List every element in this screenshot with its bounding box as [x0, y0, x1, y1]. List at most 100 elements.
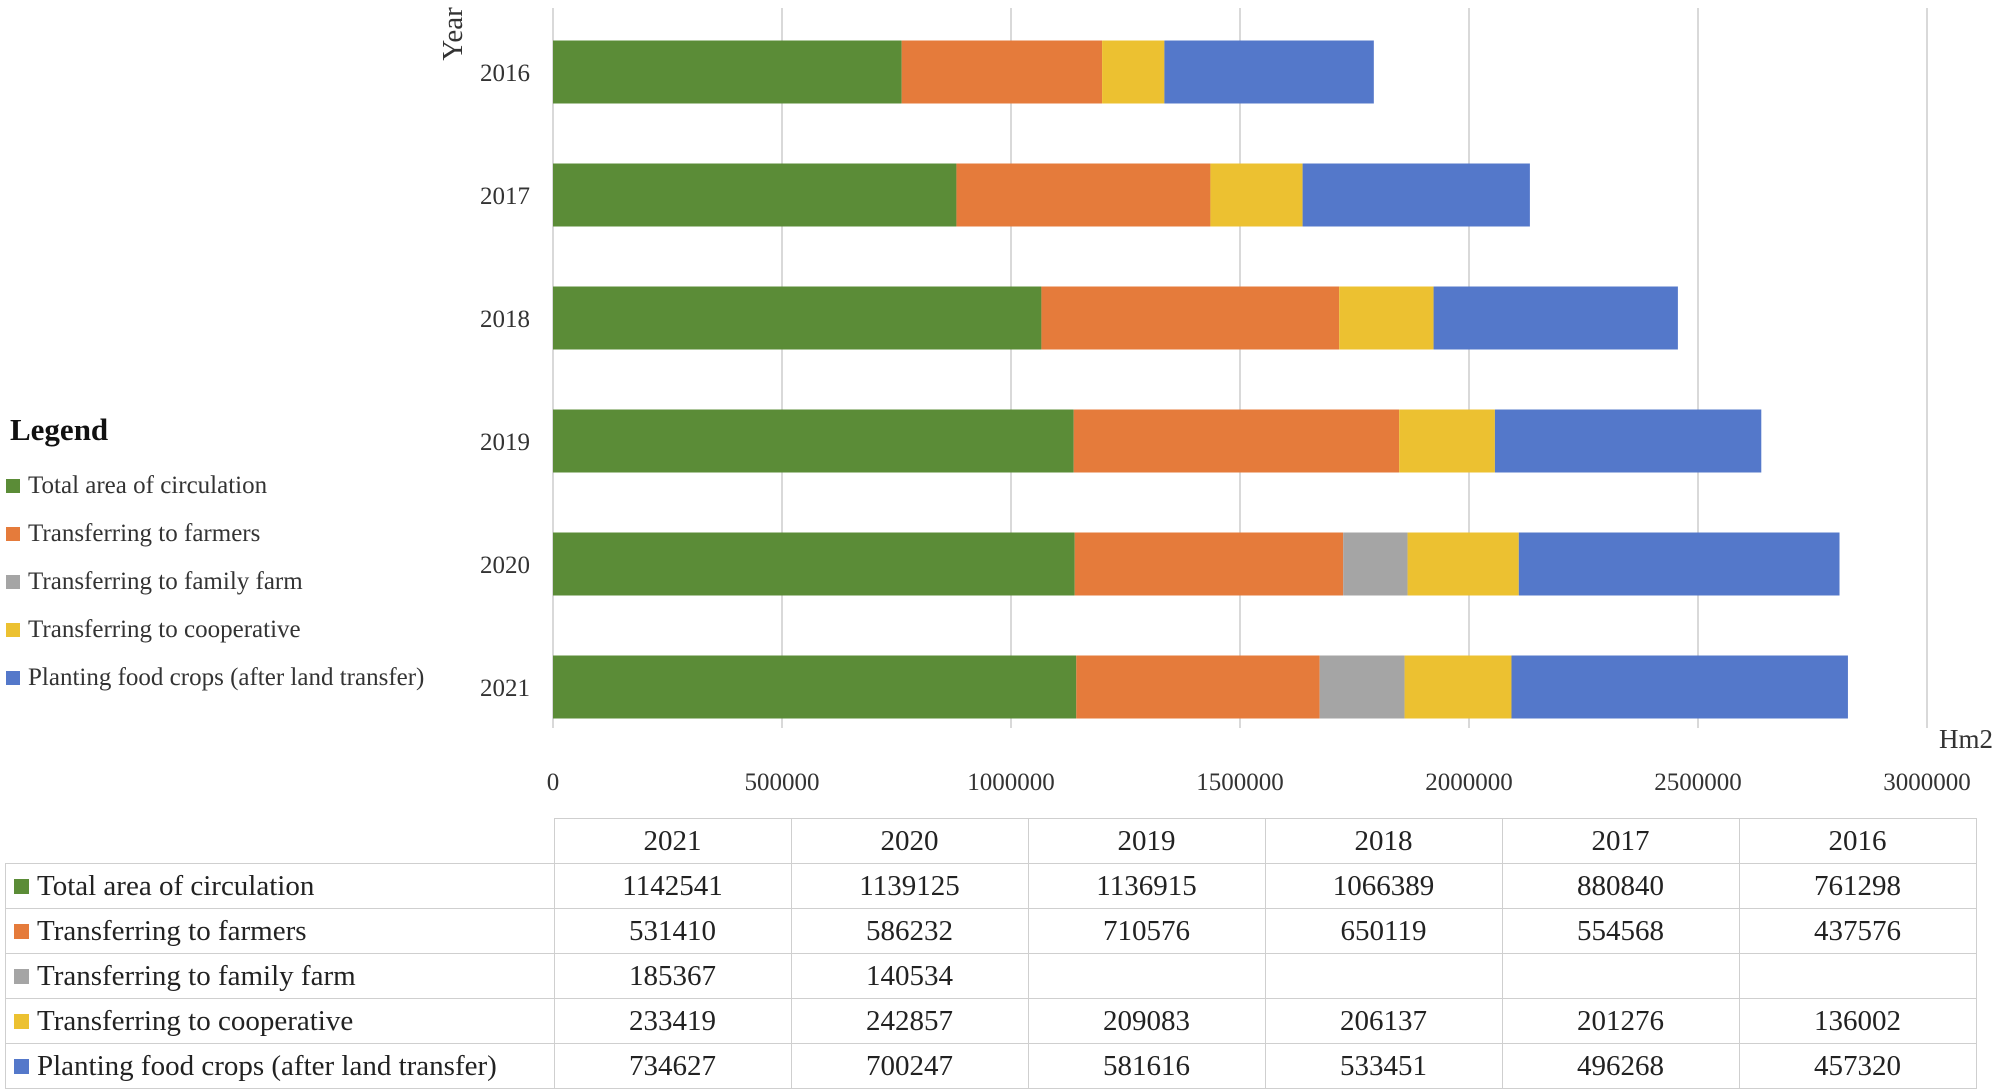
- table-row: Transferring to farmers 531410 586232 71057…: [5, 908, 1977, 954]
- y-tick-label-2019: 2019: [480, 429, 530, 456]
- bar-2016-total-area-of-circulation: [553, 40, 902, 104]
- y-tick-label-2017: 2017: [480, 183, 530, 210]
- bar-2018-transferring-to-farmers: [1041, 286, 1340, 350]
- table-cell: 880840: [1501, 863, 1740, 909]
- x-axis-unit: Hm2: [1939, 724, 1993, 754]
- y-tick-label-2016: 2016: [480, 60, 530, 87]
- table-cell: 761298: [1738, 863, 1977, 909]
- table-cell: 457320: [1738, 1043, 1977, 1089]
- table-cell: 437576: [1738, 908, 1977, 954]
- bar-2020-planting-food-crops-after-land-transfer: [1518, 532, 1840, 596]
- table-cell: 734627: [553, 1043, 792, 1089]
- bar-2021-planting-food-crops-after-land-transfer: [1511, 655, 1848, 719]
- axis-labels: 0 500000 1000000 1500000 2000000 2500000 30000…: [480, 60, 1971, 796]
- y-tick-label-2021: 2021: [480, 675, 530, 702]
- bar-2016-transferring-to-farmers: [901, 40, 1103, 104]
- table-column-header: 2017: [1501, 818, 1740, 864]
- table-cell: 233419: [553, 998, 792, 1044]
- legend-label: Planting food crops (after land transfer…: [28, 664, 425, 691]
- table-column-header: 2016: [1738, 818, 1977, 864]
- table-cell: 201276: [1501, 998, 1740, 1044]
- bar-2019-planting-food-crops-after-land-transfer: [1494, 409, 1762, 473]
- gridlines: [552, 8, 1928, 728]
- bar-2018-planting-food-crops-after-land-transfer: [1433, 286, 1678, 350]
- legend-item: Transferring to farmers: [6, 510, 424, 558]
- table-cell: 1066389: [1264, 863, 1503, 909]
- bar-2017-total-area-of-circulation: [553, 163, 957, 227]
- table-row-label: Transferring to family farm: [5, 953, 555, 999]
- bar-2017-transferring-to-farmers: [956, 163, 1211, 227]
- legend-label: Total area of circulation: [28, 472, 268, 499]
- bar-2020-transferring-to-family-farm: [1343, 532, 1408, 596]
- bar-2019-transferring-to-farmers: [1073, 409, 1400, 473]
- x-tick-label: 1000000: [967, 769, 1055, 796]
- legend-item: Planting food crops (after land transfer…: [6, 654, 424, 702]
- table-cell: 140534: [790, 953, 1029, 999]
- table-cell: 531410: [553, 908, 792, 954]
- bar-2018-transferring-to-cooperative: [1339, 286, 1434, 350]
- table-cell: 581616: [1027, 1043, 1266, 1089]
- table-row-swatch: [14, 1013, 29, 1029]
- bar-2018-total-area-of-circulation: [553, 286, 1042, 350]
- table-cell: 1142541: [553, 863, 792, 909]
- table-row: Total area of circulation 1142541 1139125 1…: [5, 863, 1977, 909]
- table-header-row: 2021 2020 2019 2018 2017 2016: [6, 818, 1977, 864]
- bar-2016-transferring-to-cooperative: [1102, 40, 1165, 104]
- table-row: Transferring to family farm 185367 140534: [5, 953, 1977, 999]
- table-cell: 533451: [1264, 1043, 1503, 1089]
- table-column-header: 2019: [1027, 818, 1266, 864]
- table-cell: 206137: [1264, 998, 1503, 1044]
- table-row: Transferring to cooperative 233419 242857 2…: [5, 998, 1977, 1044]
- legend-swatch: [6, 623, 20, 637]
- table-cell: 496268: [1501, 1043, 1740, 1089]
- bar-2017-planting-food-crops-after-land-transfer: [1302, 163, 1530, 227]
- bar-2020-transferring-to-farmers: [1074, 532, 1344, 596]
- x-tick-label: 2500000: [1654, 769, 1742, 796]
- table-cell: [1738, 953, 1977, 999]
- table-cell: 700247: [790, 1043, 1029, 1089]
- y-tick-label-2018: 2018: [480, 306, 530, 333]
- table-row-swatch: [14, 1058, 29, 1074]
- table-row-label: Total area of circulation: [5, 863, 555, 909]
- legend-swatch: [6, 671, 20, 685]
- table-cell: [1027, 953, 1266, 999]
- bar-2016-planting-food-crops-after-land-transfer: [1164, 40, 1374, 104]
- bar-2021-transferring-to-farmers: [1076, 655, 1320, 719]
- x-tick-label: 2000000: [1425, 769, 1513, 796]
- table-cell: 586232: [790, 908, 1029, 954]
- bar-2019-transferring-to-cooperative: [1399, 409, 1495, 473]
- data-table: 2021 2020 2019 2018 2017 2016 Total area of c…: [5, 818, 1977, 1089]
- bars: [553, 40, 1848, 719]
- table-row-swatch: [14, 923, 29, 939]
- table-row-swatch: [14, 878, 29, 894]
- bar-2021-transferring-to-family-farm: [1319, 655, 1405, 719]
- legend-title: Legend: [10, 412, 109, 447]
- table-cell: 650119: [1264, 908, 1503, 954]
- legend-label: Transferring to cooperative: [28, 616, 301, 643]
- table-row-label: Transferring to farmers: [5, 908, 555, 954]
- table-cell: [1264, 953, 1503, 999]
- bar-2019-total-area-of-circulation: [553, 409, 1074, 473]
- table-column-header: 2018: [1264, 818, 1503, 864]
- table-cell: 1139125: [790, 863, 1029, 909]
- x-tick-label: 3000000: [1883, 769, 1971, 796]
- bar-2021-transferring-to-cooperative: [1404, 655, 1512, 719]
- table-row: Planting food crops (after land transfer…: [5, 1043, 1977, 1089]
- legend-item: Transferring to cooperative: [6, 606, 424, 654]
- table-row-swatch: [14, 968, 29, 984]
- bar-2020-transferring-to-cooperative: [1407, 532, 1519, 596]
- table-row-label: Planting food crops (after land transfer…: [5, 1043, 555, 1089]
- table-cell: 710576: [1027, 908, 1266, 954]
- legend-swatch: [6, 527, 20, 541]
- table-column-header: 2021: [553, 818, 792, 864]
- table-cell: 242857: [790, 998, 1029, 1044]
- legend-items: Total area of circulation Transferring to…: [6, 462, 424, 702]
- table-cell: 1136915: [1027, 863, 1266, 909]
- bar-2020-total-area-of-circulation: [553, 532, 1075, 596]
- table-row-label: Transferring to cooperative: [5, 998, 555, 1044]
- table-cell: [1501, 953, 1740, 999]
- y-tick-label-2020: 2020: [480, 552, 530, 579]
- stacked-bar-chart: 0 500000 1000000 1500000 2000000 2500000 30000…: [437, 7, 1993, 796]
- legend-item: Transferring to family farm: [6, 558, 424, 606]
- legend: Legend Total area of circulation Transfer…: [6, 412, 424, 702]
